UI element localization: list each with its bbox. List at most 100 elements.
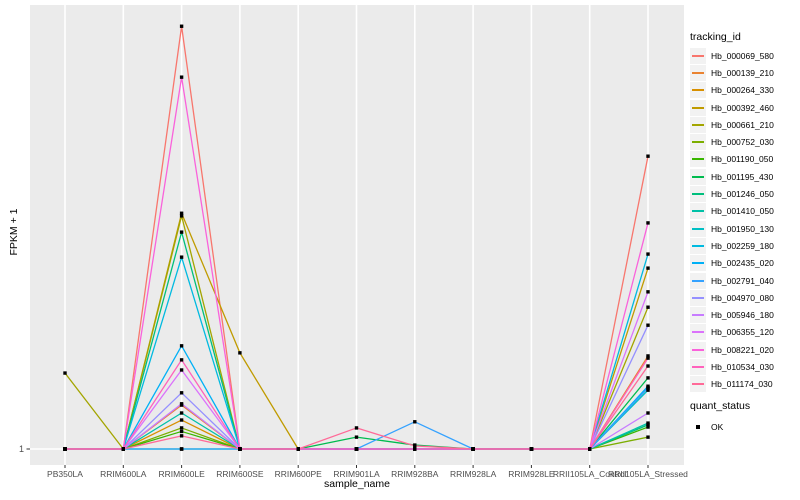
legend-key-square-swatch: [690, 419, 706, 435]
data-point-marker: [529, 447, 534, 451]
data-point-marker: [646, 421, 650, 425]
legend-entry: Hb_005946_180: [690, 306, 774, 324]
legend-entry-label: Hb_001195_430: [711, 171, 774, 182]
legend-key-line-swatch: [690, 134, 706, 151]
x-tick-label: RRIM600LA: [100, 469, 147, 479]
legend-line-sample: [692, 279, 704, 282]
x-tick-label: RRIM600SE: [216, 469, 264, 479]
data-point-marker: [121, 447, 125, 451]
legend-entry-label: Hb_000392_460: [711, 102, 774, 113]
legend-entry: Hb_000392_460: [690, 99, 774, 116]
legend-entry: Hb_010534_030: [690, 358, 774, 375]
data-point-marker: [179, 402, 184, 406]
legend-entry: Hb_000069_580: [690, 47, 774, 64]
legend-entries-tracking-id: Hb_000069_580 Hb_000139_210 Hb_000264_330 H…: [690, 47, 774, 393]
legend-line-sample: [692, 314, 704, 317]
data-point-marker: [646, 305, 650, 309]
x-tick-label: PB350LA: [47, 469, 83, 479]
legend-entry-label: Hb_002435_020: [711, 258, 774, 269]
data-point-marker: [354, 447, 359, 451]
legend-entry: Hb_011174_030: [690, 376, 774, 393]
legend-key-line-swatch: [690, 168, 706, 185]
data-point-marker: [179, 411, 184, 415]
data-point-marker: [646, 435, 650, 439]
data-point-marker: [179, 344, 184, 348]
legend-line-sample: [692, 365, 704, 368]
data-point-marker: [646, 411, 650, 415]
legend-entry-label: Hb_008221_020: [711, 344, 774, 355]
legend-key-line-swatch: [690, 255, 706, 272]
legend-key-line-swatch: [690, 220, 706, 237]
data-point-marker: [238, 351, 242, 355]
legend-entry: Hb_000139_210: [690, 64, 774, 81]
legend-entry: Hb_001190_050: [690, 151, 774, 168]
data-point-marker: [179, 391, 184, 395]
legend-line-sample: [692, 106, 704, 109]
legend-line-sample: [692, 244, 704, 247]
data-point-marker: [63, 447, 67, 451]
data-point-marker: [646, 376, 650, 380]
data-point-marker: [179, 255, 184, 259]
legend-entry-label: Hb_002791_040: [711, 275, 774, 286]
data-point-marker: [646, 423, 650, 427]
legend-line-sample: [692, 123, 704, 126]
x-tick-label: RRIM600PE: [275, 469, 323, 479]
legend-key-line-swatch: [690, 116, 706, 133]
legend-key-line-swatch: [690, 341, 706, 358]
data-point-marker: [413, 447, 417, 451]
legend-entry: Hb_002791_040: [690, 272, 774, 289]
legend-key-line-swatch: [690, 186, 706, 203]
data-point-marker: [179, 418, 184, 422]
data-point-marker: [179, 434, 184, 438]
x-tick-label: RRII105LA_Control: [553, 469, 627, 479]
legend-entry-label: Hb_001950_130: [711, 223, 774, 234]
data-point-marker: [646, 354, 650, 358]
legend-line-sample: [692, 175, 704, 178]
legend-key-line-swatch: [690, 272, 706, 289]
legend-entry: Hb_000661_210: [690, 116, 774, 133]
legend-entry-label: Hb_000069_580: [711, 50, 774, 61]
data-point-marker: [646, 386, 650, 390]
y-axis-title: FPKM + 1: [8, 208, 20, 256]
data-point-marker: [179, 214, 184, 218]
legend-entry-label: Hb_004970_080: [711, 292, 774, 303]
legend-line-sample: [692, 296, 704, 299]
data-point-marker: [646, 364, 650, 368]
legend-key-line-swatch: [690, 203, 706, 220]
data-point-marker: [646, 323, 650, 327]
legend-line-sample: [692, 193, 704, 196]
data-point-marker: [588, 447, 592, 451]
data-point-marker: [179, 230, 184, 234]
data-point-marker: [354, 435, 359, 439]
data-point-marker: [179, 426, 184, 430]
data-point-marker: [354, 426, 359, 430]
x-tick-label: RRIM901LA: [333, 469, 380, 479]
y-tick-label: 1: [19, 444, 24, 454]
legend-entry: Hb_002259_180: [690, 237, 774, 254]
legend-line-sample: [692, 227, 704, 230]
legend-entry-label: Hb_011174_030: [711, 379, 773, 390]
legend-entry-label: OK: [711, 421, 724, 432]
x-tick-label: RRII105LA_Stressed: [608, 469, 688, 479]
legend-panel: tracking_id Hb_000069_580 Hb_000139_210 Hb…: [690, 0, 800, 500]
data-point-marker: [296, 447, 300, 451]
legend-key-line-swatch: [690, 237, 706, 254]
legend-line-sample: [692, 141, 704, 144]
data-point-marker: [179, 24, 184, 28]
legend-key-line-swatch: [690, 64, 706, 81]
data-point-marker: [179, 429, 184, 434]
legend-entry: Hb_000264_330: [690, 82, 774, 99]
data-point-marker: [646, 154, 650, 158]
legend-line-sample: [692, 262, 704, 265]
legend-title-quant-status: quant_status: [690, 400, 751, 412]
data-point-marker: [179, 211, 184, 215]
data-point-marker: [413, 420, 417, 424]
legend-line-sample: [692, 54, 704, 57]
legend-entry-label: Hb_001246_050: [711, 189, 774, 200]
legend-entry-label: Hb_000661_210: [711, 119, 774, 130]
data-point-marker: [646, 384, 650, 388]
data-point-marker: [179, 368, 184, 372]
legend-line-sample: [692, 348, 704, 351]
legend-entry: Hb_004970_080: [690, 289, 774, 306]
